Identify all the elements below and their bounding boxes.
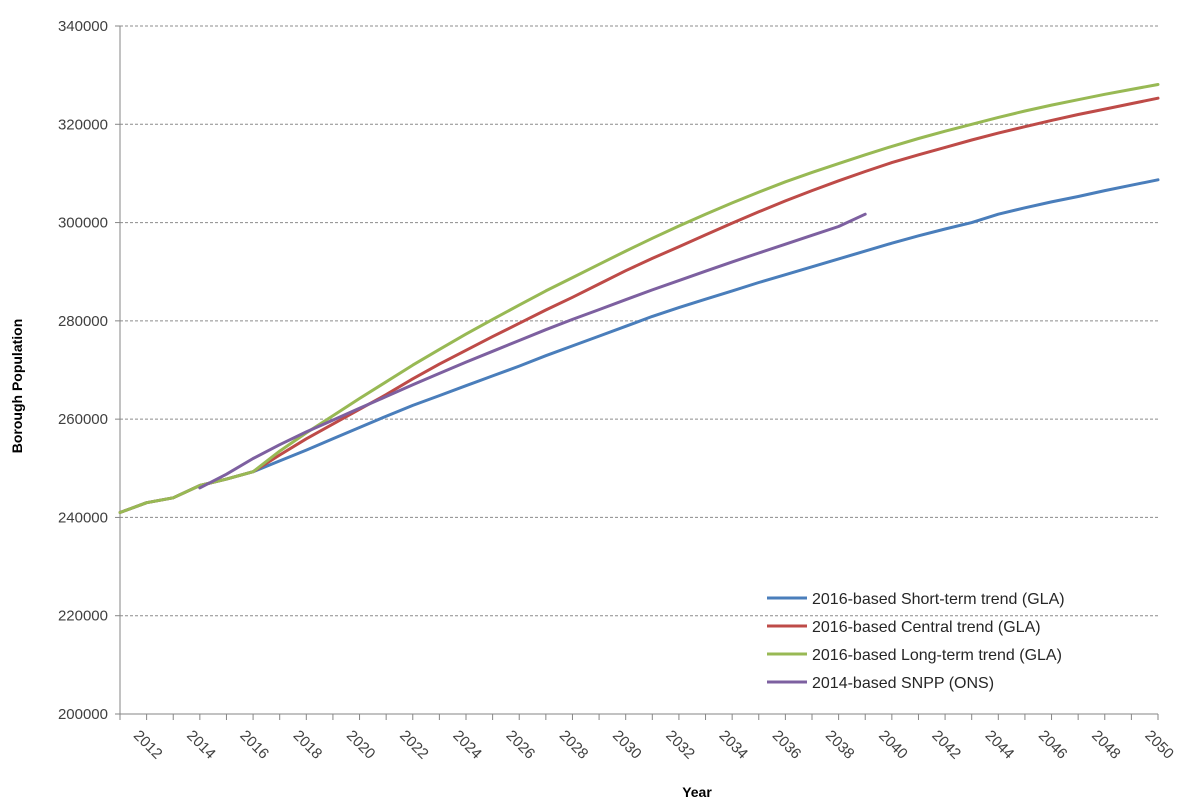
x-tick-label: 2018 (290, 727, 326, 763)
x-tick-label: 2016 (236, 727, 272, 763)
x-tick-label: 2046 (1035, 727, 1071, 763)
legend-label: 2016-based Central trend (GLA) (812, 619, 1041, 636)
x-tick-label: 2034 (716, 727, 752, 763)
series-line-1 (118, 178, 1160, 514)
series-line-3 (118, 83, 1160, 514)
x-tick-label: 2050 (1141, 727, 1177, 763)
legend-label: 2014-based SNPP (ONS) (812, 675, 994, 692)
x-tick-label: 2036 (769, 727, 805, 763)
x-tick-label: 2026 (503, 727, 539, 763)
x-tick-label: 2042 (928, 727, 964, 763)
x-tick-label: 2014 (183, 727, 219, 763)
y-tick-label: 200000 (58, 706, 108, 723)
x-tick-label: 2040 (875, 727, 911, 763)
y-tick-label: 240000 (58, 509, 108, 526)
series-lines (118, 83, 1160, 514)
x-tick-label: 2024 (449, 727, 485, 763)
x-tick-label: 2028 (556, 727, 592, 763)
legend: 2016-based Short-term trend (GLA) 2016-ba… (767, 591, 1065, 692)
y-tick-label: 340000 (58, 18, 108, 35)
y-tick-label: 260000 (58, 411, 108, 428)
x-tick-label: 2020 (343, 727, 379, 763)
gridlines (120, 25, 1158, 617)
x-tick-label: 2032 (662, 727, 698, 763)
legend-label: 2016-based Short-term trend (GLA) (812, 591, 1065, 608)
x-tick-label: 2044 (982, 727, 1018, 763)
y-tick-label: 300000 (58, 215, 108, 232)
x-tick-label: 2012 (130, 727, 166, 763)
x-tick-label: 2038 (822, 727, 858, 763)
y-tick-label: 320000 (58, 116, 108, 133)
y-tick-label: 220000 (58, 608, 108, 625)
x-tick-label: 2048 (1088, 727, 1124, 763)
legend-label: 2016-based Long-term trend (GLA) (812, 647, 1062, 664)
x-tick-label: 2022 (396, 727, 432, 763)
series-line-2 (118, 96, 1160, 514)
x-axis-title: Year (682, 784, 712, 799)
y-axis-title: Borough Population (9, 319, 25, 454)
series-line-4 (198, 212, 867, 490)
y-tick-label: 280000 (58, 313, 108, 330)
x-tick-label: 2030 (609, 727, 645, 763)
